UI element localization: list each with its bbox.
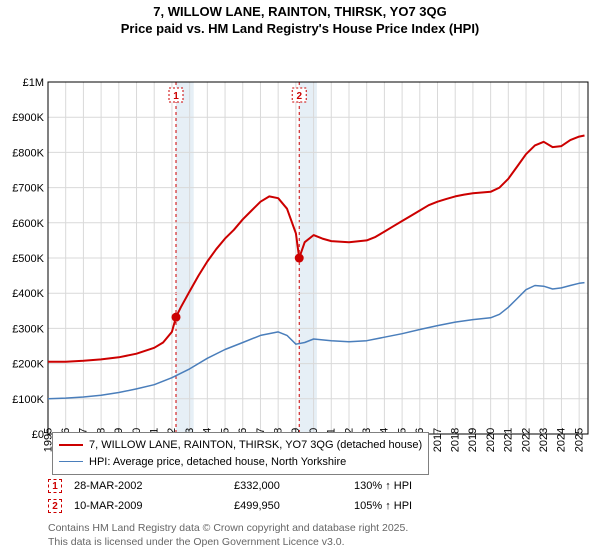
line-chart: £0£100K£200K£300K£400K£500K£600K£700K£80… — [0, 38, 600, 468]
x-tick-label: 2022 — [520, 428, 532, 452]
event-marker: 1 — [48, 479, 62, 493]
band-label-text: 2 — [296, 91, 302, 102]
legend-item: HPI: Average price, detached house, Nort… — [59, 454, 422, 471]
event-change: 130% ↑ HPI — [354, 480, 474, 492]
chart-container: 7, WILLOW LANE, RAINTON, THIRSK, YO7 3QG… — [0, 0, 600, 560]
sale-marker — [172, 312, 181, 321]
y-tick-label: £400K — [12, 288, 44, 300]
x-tick-label: 2018 — [450, 428, 462, 452]
y-tick-label: £500K — [12, 253, 44, 265]
x-tick-label: 2023 — [538, 428, 550, 452]
event-change: 105% ↑ HPI — [354, 500, 474, 512]
x-tick-label: 2025 — [573, 428, 585, 452]
legend-item: 7, WILLOW LANE, RAINTON, THIRSK, YO7 3QG… — [59, 437, 422, 454]
band-label-text: 1 — [173, 91, 179, 102]
event-date: 28-MAR-2002 — [74, 480, 234, 492]
y-tick-label: £300K — [12, 323, 44, 335]
event-row: 2 10-MAR-2009£499,950105% ↑ HPI — [48, 496, 474, 516]
sale-marker — [295, 253, 304, 262]
copyright-line-1: Contains HM Land Registry data © Crown c… — [48, 522, 408, 534]
x-tick-label: 2020 — [485, 428, 497, 452]
y-tick-label: £600K — [12, 218, 44, 230]
legend-swatch — [59, 461, 83, 462]
legend-swatch — [59, 444, 83, 446]
x-tick-label: 2024 — [556, 428, 568, 452]
copyright-line-2: This data is licensed under the Open Gov… — [48, 536, 345, 548]
event-price: £332,000 — [234, 480, 354, 492]
x-tick-label: 2017 — [432, 428, 444, 452]
event-price: £499,950 — [234, 500, 354, 512]
event-marker: 2 — [48, 499, 62, 513]
events-table: 1 28-MAR-2002£332,000130% ↑ HPI 2 10-MAR-20… — [48, 476, 474, 516]
y-tick-label: £200K — [12, 358, 44, 370]
y-tick-label: £1M — [23, 77, 44, 89]
event-date: 10-MAR-2009 — [74, 500, 234, 512]
x-tick-label: 2021 — [503, 428, 515, 452]
event-row: 1 28-MAR-2002£332,000130% ↑ HPI — [48, 476, 474, 496]
y-tick-label: £900K — [12, 112, 44, 124]
title-line-2: Price paid vs. HM Land Registry's House … — [121, 21, 480, 36]
chart-title: 7, WILLOW LANE, RAINTON, THIRSK, YO7 3QG… — [0, 0, 600, 38]
y-tick-label: £100K — [12, 394, 44, 406]
title-line-1: 7, WILLOW LANE, RAINTON, THIRSK, YO7 3QG — [153, 4, 446, 19]
y-tick-label: £700K — [12, 182, 44, 194]
legend-label: 7, WILLOW LANE, RAINTON, THIRSK, YO7 3QG… — [89, 437, 422, 454]
copyright-notice: Contains HM Land Registry data © Crown c… — [48, 522, 408, 549]
legend: 7, WILLOW LANE, RAINTON, THIRSK, YO7 3QG… — [52, 432, 429, 475]
x-tick-label: 2019 — [467, 428, 479, 452]
legend-label: HPI: Average price, detached house, Nort… — [89, 454, 346, 471]
y-tick-label: £800K — [12, 147, 44, 159]
